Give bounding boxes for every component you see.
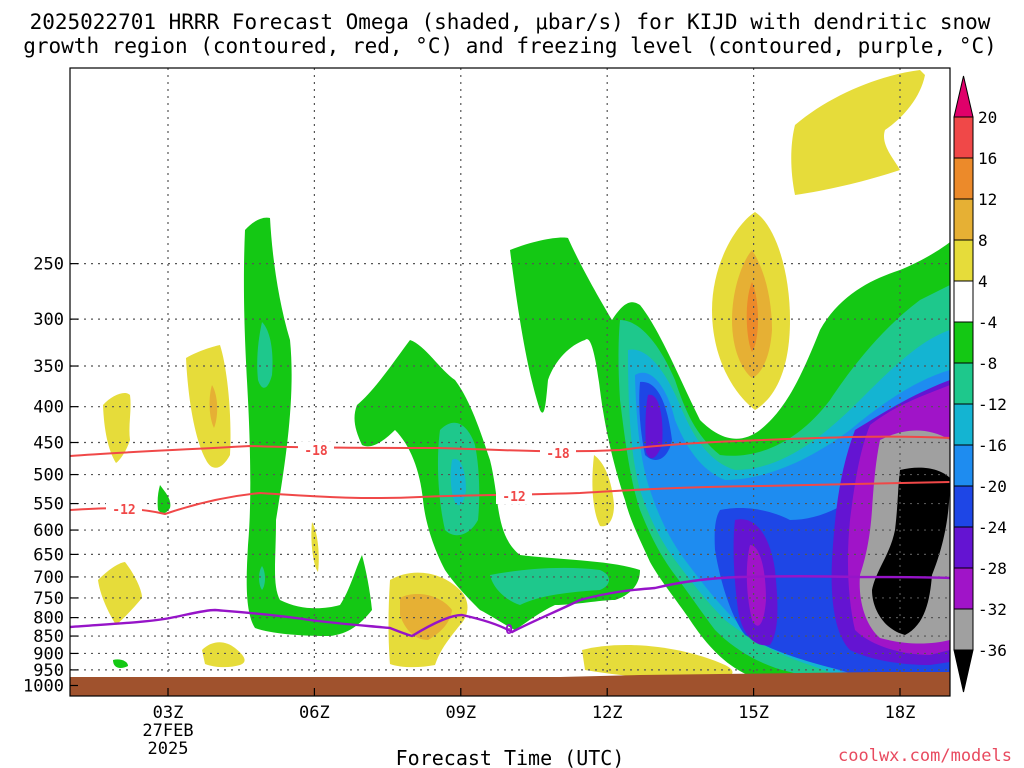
plot-frame [69,67,951,697]
freezing-contour-0 [70,575,950,638]
colorbar-swatch [953,567,974,610]
x-tick-label: 12Z [592,703,623,723]
y-tick-label: 950 [33,661,64,681]
chart-title-line2: growth region (contoured, red, °C) and f… [23,34,997,58]
x-tick-date: 27FEB [142,721,193,741]
contour-labels: -18 -18 -12 -12 0 [106,442,576,638]
x-tick-year: 2025 [148,739,189,759]
y-tick-label: 750 [33,589,64,609]
omega-shade-green [354,340,640,630]
colorbar: 20 16 12 8 4 -4 -8 -12 -16 -20 -24 -28 -32 -36 [953,75,1007,693]
dgz-contour-minus18 [70,435,950,457]
colorbar-tick-label: 8 [978,231,988,250]
colorbar-swatch [953,239,974,282]
omega-shade-orange [209,385,218,428]
omega-shade-teal [257,322,273,388]
contour-lines [70,435,950,638]
omega-shade-teal [259,566,265,590]
contour-label-freezing: 0 [505,623,513,638]
colorbar-swatch [953,362,974,405]
omega-shade-yellow [592,455,614,527]
colorbar-tick-label: 12 [978,190,997,209]
contour-label-minus12: -12 [112,503,135,518]
contour-label-bg [496,488,532,504]
colorbar-tick-label: -16 [978,436,1007,455]
contour-label-bg [298,442,334,458]
colorbar-tick-label: 16 [978,149,997,168]
colorbar-swatch [953,116,974,159]
y-tick-label: 300 [33,310,64,330]
x-tick-label: 06Z [299,703,330,723]
colorbar-top-arrow [953,75,974,118]
omega-shade-green [243,217,372,636]
colorbar-swatch [953,321,974,364]
y-axis: 2503003504004505005506006507007508008509… [23,255,78,697]
y-tick-label: 250 [33,255,64,275]
y-tick-label: 850 [33,627,64,647]
x-tick-label: 09Z [445,703,476,723]
colorbar-tick-label: 4 [978,272,988,291]
omega-shade-deeporange [746,282,758,352]
y-tick-label: 450 [33,434,64,454]
y-tick-label: 600 [33,521,64,541]
colorbar-swatch [953,198,974,241]
y-tick-label: 1000 [23,677,64,697]
contour-label-bg [106,502,142,518]
omega-shade-yellow [103,393,131,463]
omega-shade-cyan [450,459,466,506]
contour-label-bg [540,445,576,461]
omega-shade-yellow [791,70,925,195]
omega-shade-yellow [98,562,142,625]
colorbar-swatch [953,608,974,651]
y-tick-label: 800 [33,609,64,629]
terrain-ground [70,672,950,696]
colorbar-swatch [953,526,974,569]
colorbar-tick-label: -4 [978,313,997,332]
colorbar-tick-label: -8 [978,354,997,373]
contour-label-minus18: -18 [304,444,328,459]
colorbar-swatch [953,157,974,200]
omega-shade-purple [746,545,766,626]
y-tick-label: 550 [33,495,64,515]
colorbar-tick-label: -24 [978,518,1007,537]
omega-shade-yellow [311,522,319,572]
dgz-contour-minus12 [70,481,950,516]
colorbar-swatch [953,444,974,487]
omega-shade-black [872,467,950,635]
colorbar-swatch [953,485,974,528]
colorbar-bottom-arrow [953,649,974,693]
x-tick-label: 18Z [885,703,916,723]
shaded-omega-field [98,70,950,696]
y-tick-label: 900 [33,644,64,664]
x-tick-label: 15Z [738,703,769,723]
chart-title-line1: 2025022701 HRRR Forecast Omega (shaded, … [30,10,991,34]
contour-label-minus18: -18 [546,447,570,462]
colorbar-tick-label: -28 [978,559,1007,578]
x-axis-label: Forecast Time (UTC) [396,746,625,768]
credit-text: coolwx.com/models [838,746,1012,766]
colorbar-tick-label: -20 [978,477,1007,496]
omega-shade-yellow [186,345,231,468]
y-tick-label: 650 [33,545,64,565]
omega-shade-orange [400,594,452,640]
omega-shade-green [113,659,128,668]
colorbar-tick-label: 20 [978,108,997,127]
colorbar-tick-label: -36 [978,641,1007,660]
colorbar-swatch [953,280,974,323]
colorbar-tick-label: -12 [978,395,1007,414]
y-tick-label: 700 [33,568,64,588]
contour-label-minus12: -12 [502,490,525,505]
colorbar-swatch [953,403,974,446]
plot-area: -18 -18 -12 -12 0 [69,67,951,697]
omega-shade-green [157,485,171,514]
y-tick-label: 350 [33,357,64,377]
x-tick-label: 03Z [153,703,184,723]
omega-shade-yellow [202,642,245,668]
y-tick-label: 500 [33,466,64,486]
colorbar-tick-label: -32 [978,600,1007,619]
y-tick-label: 400 [33,398,64,418]
